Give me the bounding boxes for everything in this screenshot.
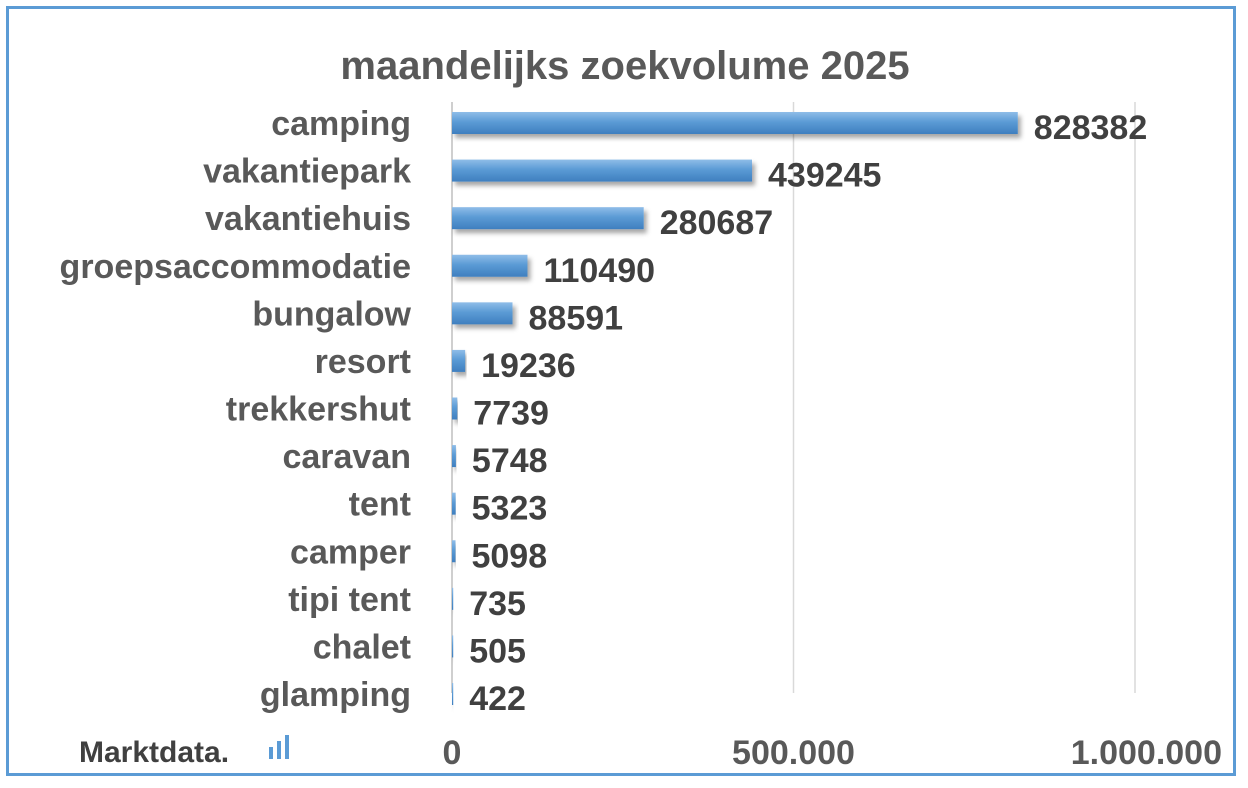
value-label: 439245 (768, 157, 881, 195)
value-label: 19236 (481, 347, 576, 385)
chart-frame: maandelijks zoekvolume 2025 camping vakan… (6, 6, 1236, 776)
category-label: glamping (260, 676, 411, 714)
category-label: vakantiepark (203, 153, 411, 191)
value-label: 110490 (543, 252, 655, 290)
value-label: 735 (469, 585, 526, 623)
x-tick-label: 500.000 (732, 734, 855, 772)
value-label: 88591 (529, 299, 624, 337)
bar (452, 445, 456, 468)
value-label: 280687 (660, 204, 773, 242)
brand-logo: Marktdata. (79, 735, 289, 769)
bar (452, 587, 454, 610)
bar (452, 540, 456, 563)
chart-title: maandelijks zoekvolume 2025 (340, 44, 909, 88)
bar (452, 349, 466, 372)
value-label: 828382 (1034, 109, 1147, 147)
x-tick-label: 0 (443, 734, 462, 772)
brand-text: Marktdata. (79, 736, 229, 769)
bar (452, 683, 454, 705)
bar (452, 635, 454, 658)
category-label: camper (290, 533, 411, 571)
category-label: vakantiehuis (205, 200, 411, 238)
value-label: 5323 (472, 490, 548, 528)
x-tick-label: 1.000.000 (1071, 734, 1222, 772)
category-label: tent (349, 486, 411, 524)
bar-chart: maandelijks zoekvolume 2025 camping vakan… (60, 44, 1222, 772)
category-label: camping (271, 105, 411, 143)
bar (452, 397, 458, 420)
bar (452, 492, 456, 515)
value-label: 7739 (473, 395, 549, 433)
category-label: chalet (313, 628, 411, 666)
bar (452, 207, 644, 230)
bars (452, 112, 1018, 705)
value-label: 505 (469, 632, 526, 670)
category-label: resort (315, 343, 411, 381)
value-label: 5748 (472, 442, 548, 480)
value-label: 422 (469, 680, 526, 718)
category-label: groepsaccommodatie (60, 248, 411, 286)
value-label: 5098 (471, 537, 547, 575)
bar (452, 112, 1018, 134)
bar (452, 254, 528, 277)
category-label: bungalow (252, 295, 411, 333)
bar (452, 159, 753, 182)
category-label: tipi tent (288, 581, 411, 619)
category-label: trekkershut (226, 391, 411, 429)
x-axis-ticks: 0 500.000 1.000.000 (443, 734, 1222, 772)
bar-signal-icon (269, 735, 289, 759)
category-labels: camping vakantiepark vakantiehuis groepsacc… (60, 105, 412, 714)
category-label: caravan (282, 438, 411, 476)
bar (452, 302, 513, 325)
